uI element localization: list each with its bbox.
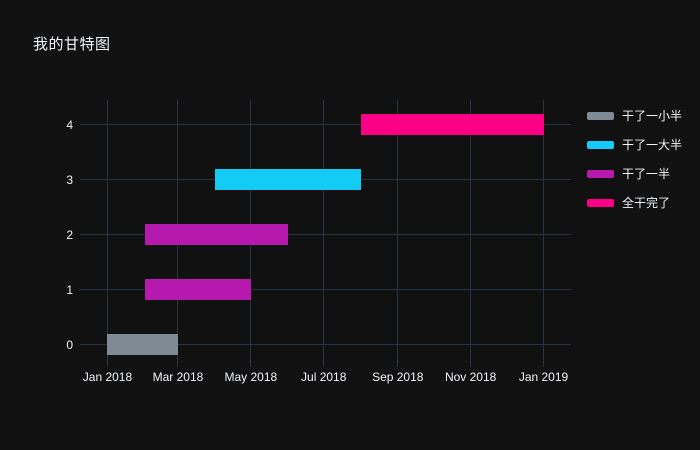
- x-gridline: [470, 100, 472, 367]
- x-gridline: [323, 100, 325, 367]
- x-gridline: [543, 100, 545, 367]
- y-tick-label: 3: [66, 172, 73, 187]
- legend-label: 干了一大半: [622, 138, 683, 152]
- x-tick-label: Nov 2018: [444, 370, 497, 384]
- chart-title: 我的甘特图: [33, 36, 111, 53]
- y-tick-label: 2: [66, 227, 73, 242]
- x-gridline: [397, 100, 399, 367]
- legend-swatch-icon: [587, 198, 614, 207]
- legend: 干了一小半干了一大半干了一半全干完了: [587, 101, 682, 217]
- legend-item[interactable]: 干了一大半: [587, 130, 682, 159]
- plot-area: [80, 100, 571, 367]
- y-gridline: [80, 289, 571, 291]
- x-tick-label: May 2018: [224, 370, 278, 384]
- y-tick-label: 1: [66, 282, 73, 297]
- legend-item[interactable]: 全干完了: [587, 188, 682, 217]
- y-gridline: [80, 344, 571, 346]
- legend-swatch-icon: [587, 111, 614, 120]
- legend-item[interactable]: 干了一小半: [587, 101, 682, 130]
- gantt-bar[interactable]: [214, 169, 361, 191]
- legend-label: 干了一半: [622, 167, 671, 181]
- legend-swatch-icon: [587, 140, 614, 149]
- gantt-bar[interactable]: [144, 224, 288, 246]
- y-gridline: [80, 234, 571, 236]
- y-gridline: [80, 124, 571, 126]
- gantt-bar[interactable]: [107, 334, 178, 356]
- legend-swatch-icon: [587, 169, 614, 178]
- gantt-bar[interactable]: [360, 114, 544, 136]
- x-tick-label: Mar 2018: [152, 370, 204, 384]
- gantt-bar[interactable]: [144, 279, 251, 301]
- x-tick-label: Jul 2018: [301, 370, 347, 384]
- legend-label: 全干完了: [622, 196, 671, 210]
- x-gridline: [106, 100, 108, 367]
- x-tick-label: Jan 2019: [518, 370, 569, 384]
- x-tick-label: Jan 2018: [82, 370, 133, 384]
- legend-label: 干了一小半: [622, 109, 683, 123]
- legend-item[interactable]: 干了一半: [587, 159, 682, 188]
- x-tick-label: Sep 2018: [372, 370, 424, 384]
- y-tick-label: 4: [66, 117, 73, 132]
- y-tick-label: 0: [66, 337, 73, 352]
